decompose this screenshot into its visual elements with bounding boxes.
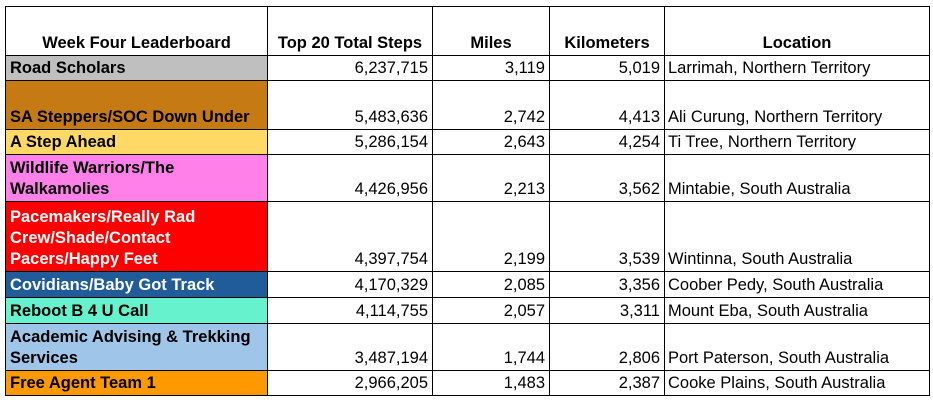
table-row: SA Steppers/SOC Down Under 5,483,636 2,7…: [5, 80, 930, 130]
team-name: Academic Advising & Trekking Services: [5, 323, 268, 371]
location-cell: Ti Tree, Northern Territory: [664, 129, 930, 155]
steps-cell: 6,237,715: [267, 55, 433, 81]
location-cell: Port Paterson, South Australia: [664, 323, 930, 371]
team-name: SA Steppers/SOC Down Under: [5, 80, 268, 130]
km-cell: 3,562: [549, 154, 665, 202]
km-cell: 3,311: [549, 297, 665, 324]
table-row: Covidians/Baby Got Track 4,170,329 2,085…: [5, 271, 930, 298]
team-name: A Step Ahead: [5, 129, 268, 155]
miles-cell: 2,057: [432, 297, 550, 324]
team-name: Road Scholars: [5, 55, 268, 81]
miles-cell: 3,119: [432, 55, 550, 81]
steps-cell: 5,286,154: [267, 129, 433, 155]
location-cell: Mount Eba, South Australia: [664, 297, 930, 324]
team-name: Covidians/Baby Got Track: [5, 271, 268, 298]
header-location: Location: [664, 6, 930, 56]
location-cell: Ali Curung, Northern Territory: [664, 80, 930, 130]
steps-cell: 4,114,755: [267, 297, 433, 324]
location-cell: Coober Pedy, South Australia: [664, 271, 930, 298]
location-cell: Wintinna, South Australia: [664, 201, 930, 272]
header-steps: Top 20 Total Steps: [267, 6, 433, 56]
header-kilometers: Kilometers: [549, 6, 665, 56]
team-name: Pacemakers/Really Rad Crew/Shade/Contact…: [5, 201, 268, 272]
steps-cell: 5,483,636: [267, 80, 433, 130]
team-name: Reboot B 4 U Call: [5, 297, 268, 324]
km-cell: 2,387: [549, 370, 665, 396]
leaderboard-table: Week Four Leaderboard Top 20 Total Steps…: [5, 6, 930, 396]
table-row: A Step Ahead 5,286,154 2,643 4,254 Ti Tr…: [5, 129, 930, 155]
team-name: Free Agent Team 1: [5, 370, 268, 396]
table-row: Road Scholars 6,237,715 3,119 5,019 Larr…: [5, 55, 930, 81]
table-row: Academic Advising & Trekking Services 3,…: [5, 323, 930, 371]
location-cell: Cooke Plains, South Australia: [664, 370, 930, 396]
miles-cell: 1,483: [432, 370, 550, 396]
location-cell: Larrimah, Northern Territory: [664, 55, 930, 81]
km-cell: 5,019: [549, 55, 665, 81]
location-cell: Mintabie, South Australia: [664, 154, 930, 202]
km-cell: 3,539: [549, 201, 665, 272]
miles-cell: 2,643: [432, 129, 550, 155]
table-row: Reboot B 4 U Call 4,114,755 2,057 3,311 …: [5, 297, 930, 324]
km-cell: 4,413: [549, 80, 665, 130]
km-cell: 3,356: [549, 271, 665, 298]
km-cell: 4,254: [549, 129, 665, 155]
miles-cell: 2,085: [432, 271, 550, 298]
steps-cell: 4,426,956: [267, 154, 433, 202]
steps-cell: 4,397,754: [267, 201, 433, 272]
table-row: Free Agent Team 1 2,966,205 1,483 2,387 …: [5, 370, 930, 396]
miles-cell: 2,213: [432, 154, 550, 202]
miles-cell: 2,742: [432, 80, 550, 130]
miles-cell: 2,199: [432, 201, 550, 272]
steps-cell: 3,487,194: [267, 323, 433, 371]
miles-cell: 1,744: [432, 323, 550, 371]
km-cell: 2,806: [549, 323, 665, 371]
header-miles: Miles: [432, 6, 550, 56]
header-title: Week Four Leaderboard: [5, 6, 268, 56]
header-row: Week Four Leaderboard Top 20 Total Steps…: [5, 6, 930, 56]
team-name: Wildlife Warriors/The Walkamolies: [5, 154, 268, 202]
table-row: Pacemakers/Really Rad Crew/Shade/Contact…: [5, 201, 930, 272]
table-row: Wildlife Warriors/The Walkamolies 4,426,…: [5, 154, 930, 202]
steps-cell: 4,170,329: [267, 271, 433, 298]
steps-cell: 2,966,205: [267, 370, 433, 396]
